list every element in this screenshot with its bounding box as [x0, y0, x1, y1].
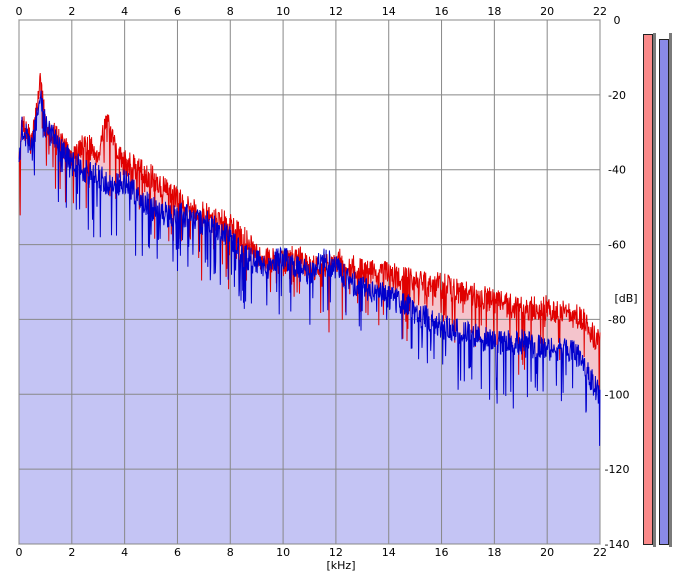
- level-meter-right: [659, 39, 669, 545]
- y-tick-1: -20: [608, 89, 626, 102]
- x-tick-bottom-4: 8: [227, 546, 234, 559]
- y-axis-label: [dB]: [614, 292, 637, 305]
- x-tick-bottom-8: 16: [435, 546, 449, 559]
- x-tick-top-4: 8: [227, 5, 234, 18]
- x-tick-bottom-0: 0: [16, 546, 23, 559]
- y-tick-0: 0: [614, 14, 621, 27]
- x-tick-top-9: 18: [487, 5, 501, 18]
- x-tick-top-8: 16: [435, 5, 449, 18]
- x-tick-bottom-9: 18: [487, 546, 501, 559]
- x-tick-top-0: 0: [16, 5, 23, 18]
- spectrum-lines: [18, 72, 601, 446]
- x-tick-top-11: 22: [593, 5, 607, 18]
- x-tick-top-2: 4: [121, 5, 128, 18]
- y-tick-6: -120: [605, 463, 630, 476]
- y-tick-7: -140: [605, 538, 630, 551]
- x-tick-top-5: 10: [276, 5, 290, 18]
- x-tick-top-1: 2: [68, 5, 75, 18]
- x-tick-bottom-5: 10: [276, 546, 290, 559]
- x-axis-top-ticks: 0 2 4 6 8 10 12 14 16 18 20 22: [16, 5, 608, 18]
- y-tick-5: -100: [605, 388, 630, 401]
- x-tick-top-6: 12: [329, 5, 343, 18]
- x-tick-bottom-7: 14: [382, 546, 396, 559]
- x-axis-label: [kHz]: [327, 559, 356, 572]
- x-tick-top-7: 14: [382, 5, 396, 18]
- series-0-line: [18, 72, 601, 404]
- x-tick-bottom-11: 22: [593, 546, 607, 559]
- level-meter-left: [643, 34, 653, 545]
- y-axis-ticks: 0 -20 -40 -60 -80 -100 -120 -140: [605, 14, 630, 551]
- series-1-line: [18, 90, 601, 446]
- x-axis-bottom-ticks: 0 2 4 6 8 10 12 14 16 18 20 22: [16, 546, 608, 559]
- y-tick-2: -40: [608, 164, 626, 177]
- x-tick-bottom-10: 20: [540, 546, 554, 559]
- y-tick-4: -80: [608, 313, 626, 326]
- x-tick-bottom-3: 6: [174, 546, 181, 559]
- y-tick-3: -60: [608, 239, 626, 252]
- level-meter-left-shadow: [653, 33, 656, 547]
- x-tick-top-3: 6: [174, 5, 181, 18]
- x-tick-bottom-2: 4: [121, 546, 128, 559]
- x-tick-bottom-1: 2: [68, 546, 75, 559]
- level-meter-right-shadow: [669, 33, 672, 547]
- x-tick-top-10: 20: [540, 5, 554, 18]
- x-tick-bottom-6: 12: [329, 546, 343, 559]
